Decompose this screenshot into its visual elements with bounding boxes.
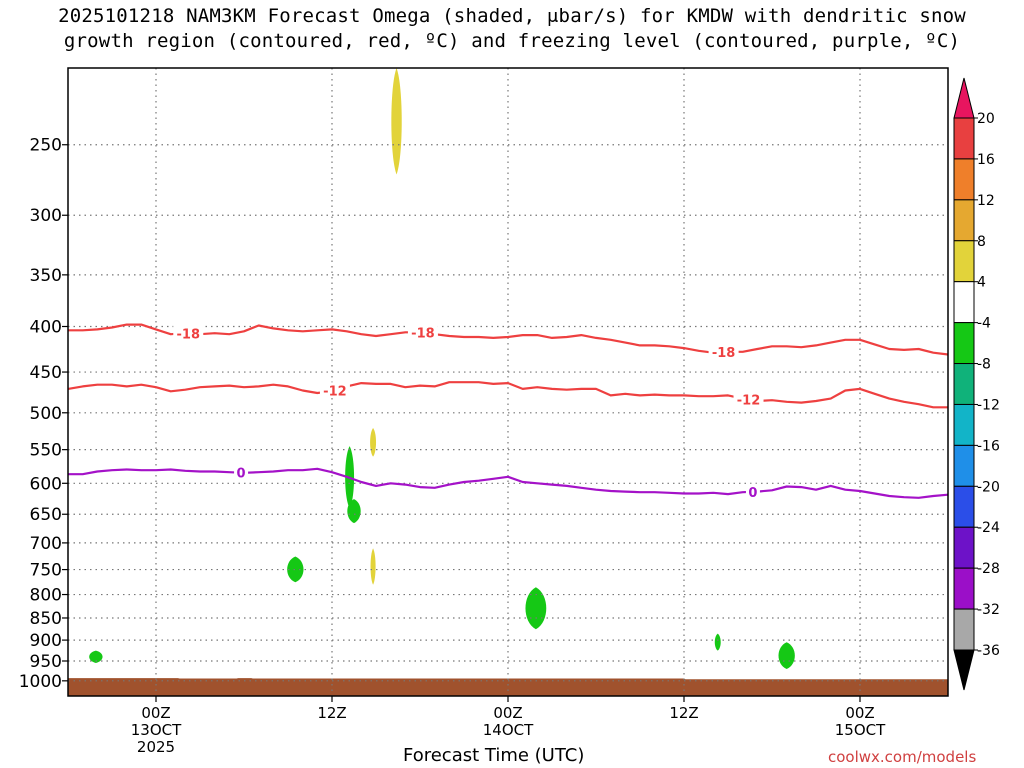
- colorbar-label: 20: [977, 111, 995, 127]
- dgz-contour-label: -18: [411, 327, 435, 342]
- dgz-contour-label: -12: [737, 394, 761, 409]
- colorbar-label: -32: [977, 602, 1000, 618]
- dgz-contour-line: [67, 381, 948, 409]
- x-tick-label: 15OCT: [835, 721, 886, 739]
- y-tick-label: 700: [30, 534, 62, 554]
- y-tick-label: 300: [30, 206, 62, 226]
- x-tick-label: 12Z: [669, 704, 698, 722]
- colorbar-segment: [953, 322, 975, 365]
- colorbar-label: -20: [977, 479, 1000, 495]
- colorbar-label: 8: [977, 234, 986, 250]
- x-tick-label: 13OCT: [131, 721, 182, 739]
- colorbar-segment: [953, 199, 975, 242]
- colorbar-label: 4: [977, 275, 986, 291]
- dgz-contour-label: -18: [712, 346, 736, 361]
- colorbar-segment: [953, 567, 975, 610]
- freezing-level-label-bg: [745, 483, 760, 499]
- omega-shaded-region: [391, 68, 402, 175]
- x-tick-label: 12Z: [317, 704, 346, 722]
- omega-shaded-region: [89, 650, 103, 664]
- colorbar-label: -36: [977, 643, 1000, 659]
- omega-shading-layer: [89, 68, 795, 670]
- colorbar-label: -8: [977, 357, 991, 373]
- omega-shaded-region: [347, 499, 361, 524]
- y-tick-label: 750: [30, 561, 62, 581]
- y-tick-label: 550: [30, 441, 62, 461]
- chart-title-line-2: growth region (contoured, red, ºC) and f…: [63, 30, 961, 52]
- omega-shaded-region: [370, 548, 376, 585]
- y-tick-label: 850: [30, 609, 62, 629]
- grid-layer: [68, 68, 948, 696]
- colorbar-label: -24: [977, 520, 1000, 536]
- y-tick-label: 600: [30, 474, 62, 494]
- x-tick-label: 00Z: [493, 704, 522, 722]
- y-tick-label: 250: [30, 136, 62, 156]
- y-tick-label: 1000: [19, 672, 62, 692]
- y-tick-label: 950: [30, 652, 62, 672]
- x-tick-label: 00Z: [141, 704, 170, 722]
- y-tick-label: 350: [30, 266, 62, 286]
- chart-title-line-1: 2025101218 NAM3KM Forecast Omega (shaded…: [58, 5, 966, 27]
- axes-layer: 2503003504004505005506006507007508008509…: [19, 67, 949, 756]
- x-tick-label: 2025: [137, 738, 175, 756]
- colorbar-segment: [953, 526, 975, 569]
- colorbar-segment: [953, 158, 975, 201]
- x-tick-label: 14OCT: [483, 721, 534, 739]
- y-tick-label: 400: [30, 317, 62, 337]
- freezing-level-contour-label: 0: [748, 486, 757, 501]
- colorbar-label: -12: [977, 397, 1000, 413]
- dgz-label-bg: [708, 344, 739, 360]
- source-credit: coolwx.com/models: [828, 748, 977, 766]
- y-tick-label: 900: [30, 631, 62, 651]
- omega-shaded-region: [525, 587, 547, 630]
- colorbar-label: -28: [977, 561, 1000, 577]
- colorbar-label: 16: [977, 152, 995, 168]
- dgz-contour-label: -18: [177, 327, 201, 342]
- freezing-level-contour-label: 0: [237, 467, 246, 482]
- omega-shaded-region: [287, 556, 304, 583]
- colorbar-label: 12: [977, 193, 995, 209]
- terrain-below-ground: [68, 678, 948, 696]
- omega-shaded-region: [778, 642, 795, 670]
- colorbar-segment: [953, 444, 975, 487]
- chart-title: 2025101218 NAM3KM Forecast Omega (shaded…: [0, 4, 1024, 54]
- colorbar-segment: [953, 281, 975, 324]
- colorbar: 20 16 12 8 4 -4 -8 -12 -16 -20 -24 -28 -32 -36: [953, 77, 1000, 691]
- colorbar-top-triangle: [953, 77, 975, 119]
- dgz-label-bg: [407, 324, 438, 340]
- dgz-label-bg: [173, 325, 204, 341]
- dgz-label-bg: [733, 391, 764, 407]
- contour-layer: -18 -18 -18 -12 -12 0 0: [67, 323, 949, 501]
- omega-shaded-region: [714, 633, 721, 651]
- y-tick-label: 800: [30, 586, 62, 606]
- dgz-contour-line: [68, 323, 949, 356]
- colorbar-segment: [953, 485, 975, 528]
- colorbar-segment: [953, 608, 975, 651]
- colorbar-segment: [953, 117, 975, 160]
- colorbar-segment: [953, 403, 975, 446]
- colorbar-label: -4: [977, 316, 991, 332]
- terrain-layer: [68, 678, 948, 696]
- y-tick-label: 450: [30, 363, 62, 383]
- omega-shaded-region: [370, 427, 377, 457]
- freezing-level-contour-line: [68, 467, 949, 499]
- y-tick-label: 500: [30, 404, 62, 424]
- colorbar-segment: [953, 363, 975, 405]
- x-axis-label: Forecast Time (UTC): [403, 745, 585, 766]
- dgz-contour-label: -12: [323, 384, 347, 399]
- y-tick-label: 650: [30, 505, 62, 525]
- colorbar-bottom-triangle: [953, 649, 975, 691]
- freezing-level-label-bg: [234, 464, 249, 480]
- colorbar-segment: [953, 240, 975, 283]
- dgz-label-bg: [319, 382, 350, 398]
- x-tick-label: 00Z: [845, 704, 874, 722]
- colorbar-label: -16: [977, 438, 1000, 454]
